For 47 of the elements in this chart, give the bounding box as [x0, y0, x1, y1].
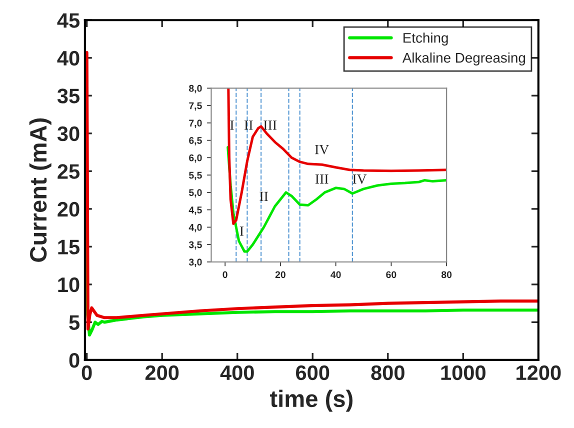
y-tick-label: 5,5 — [188, 172, 202, 180]
annotation: III — [315, 174, 328, 184]
y-tick-label: 7,0 — [189, 120, 202, 128]
y-tick-label: 40 — [57, 50, 80, 66]
annotation: IV — [352, 174, 367, 184]
y-tick-label: 10 — [58, 277, 80, 292]
x-tick-label: 80 — [441, 271, 452, 278]
y-tick-label: 4,0 — [188, 224, 202, 232]
x-tick-label: 800 — [371, 365, 404, 380]
legend-label: Etching — [404, 32, 448, 46]
y-tick-label: 0 — [69, 352, 80, 368]
line-series — [85, 51, 538, 331]
y-tick-label: 3,0 — [188, 258, 202, 267]
annotation: II — [244, 120, 253, 130]
y-tick-label: 25 — [58, 164, 80, 179]
y-tick-label: 6,5 — [189, 137, 202, 146]
x-tick-label: 60 — [386, 271, 396, 278]
annotation: I — [240, 226, 244, 236]
y-tick-label: 45 — [57, 13, 80, 28]
x-tick-label: 1200 — [516, 365, 561, 380]
y-tick-label: 35 — [57, 88, 80, 104]
y-tick-label: 5 — [69, 315, 80, 330]
y-tick-label: 20 — [58, 202, 80, 217]
y-tick-label: 6,0 — [189, 154, 202, 163]
y-tick-label: 3,5 — [188, 241, 202, 250]
y-tick-label: 7,5 — [189, 102, 202, 111]
x-tick-label: 0 — [82, 365, 92, 380]
legend-label: Alkaline Degreasing — [402, 52, 526, 66]
x-tick-label: 200 — [145, 365, 179, 380]
x-tick-label: 0 — [222, 271, 228, 278]
x-tick-label: 400 — [220, 365, 254, 380]
x-tick-label: 600 — [296, 365, 330, 380]
x-axis-title: time (s) — [270, 390, 352, 412]
x-tick-label: 20 — [275, 271, 286, 278]
y-tick-label: 30 — [57, 126, 80, 142]
x-tick-label: 1000 — [441, 365, 486, 380]
annotation: IV — [315, 144, 330, 154]
y-tick-label: 15 — [58, 240, 80, 254]
annotation: I — [230, 120, 234, 130]
y-tick-label: 4,5 — [188, 206, 202, 215]
annotation: II — [260, 192, 268, 201]
y-tick-label: 5,0 — [188, 189, 202, 198]
line-series — [227, 88, 447, 225]
x-tick-label: 40 — [330, 271, 341, 278]
annotation: III — [264, 120, 277, 130]
y-tick-label: 8,0 — [189, 84, 202, 94]
y-axis-title: Current (mA) — [29, 118, 52, 262]
